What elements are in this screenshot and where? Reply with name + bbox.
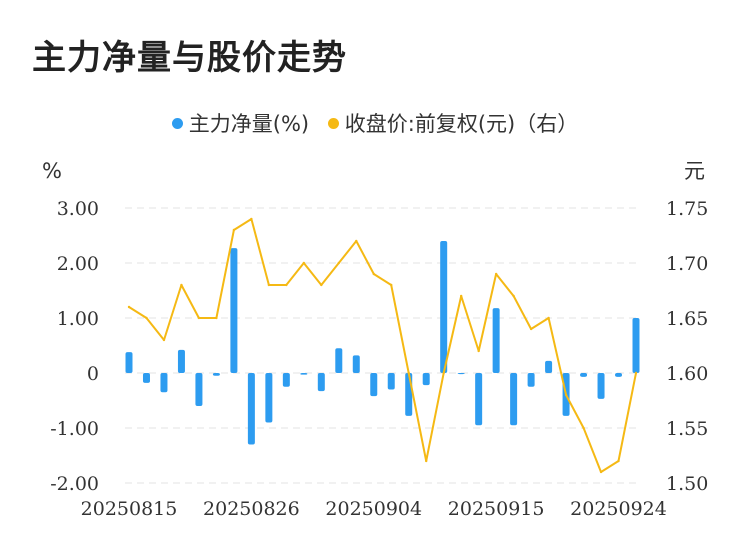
bar [615,373,623,377]
bar-series [125,241,640,445]
bar [457,373,465,375]
bar [142,373,150,383]
line-point [285,283,288,287]
line-point [250,217,253,221]
line-point [634,371,638,375]
right-tick-label: 1.50 [666,473,708,495]
line-point [197,316,201,320]
bar [247,373,255,445]
bar [177,349,185,373]
line-series [127,217,638,474]
grid-lines [125,207,640,484]
bar [317,373,325,392]
chart-legend: 主力净量(%) 收盘价:前复权(元)（右） [0,108,750,138]
bar [230,248,238,373]
bar [510,373,518,426]
bar [597,373,605,399]
legend-dot-icon [171,117,183,129]
bar [160,373,168,393]
x-tick-label: 20250815 [81,498,178,520]
line-point [442,371,445,375]
line-point [599,470,603,474]
bar [352,355,360,373]
left-tick-label: 1.00 [57,308,99,330]
bar [422,373,430,386]
bar [580,373,588,377]
line-point [145,316,148,320]
line-point [407,371,410,375]
bar [335,348,343,373]
line-point [582,426,585,430]
bar [440,241,448,373]
line-point [564,393,568,397]
bar [265,373,273,423]
chart-title: 主力净量与股价走势 [32,38,347,78]
price-line [128,218,637,473]
line-point [617,459,620,463]
bar [632,318,640,373]
bar [387,373,395,390]
bar [195,373,203,406]
line-point [180,283,183,287]
line-point [337,261,340,265]
line-point [494,272,498,276]
line-point [267,283,271,287]
right-tick-label: 1.55 [666,418,708,440]
x-tick-label: 20250826 [203,498,300,520]
bar [405,373,413,416]
line-point [355,239,358,243]
line-point [127,305,131,309]
line-point [372,272,375,276]
right-axis-unit: 元 [684,159,705,183]
bar [370,373,378,397]
x-axis: 20250815 20250826 20250904 20250915 20250924 [81,498,667,520]
left-tick-label: -1.00 [50,418,99,440]
right-axis: 1.50 1.55 1.60 1.65 1.70 1.75 [666,198,708,495]
line-point [425,459,428,463]
line-point [232,228,236,232]
line-point [547,316,550,320]
left-axis-unit: % [42,159,62,183]
bar [475,373,483,426]
right-tick-label: 1.65 [666,308,708,330]
x-tick-label: 20250904 [325,498,422,520]
x-tick-label: 20250924 [570,498,667,520]
bar [545,360,553,373]
line-point [162,338,166,342]
left-tick-label: -2.00 [50,473,99,495]
x-tick-label: 20250915 [448,498,545,520]
legend-item-net-volume[interactable]: 主力净量(%) [171,108,310,138]
right-tick-label: 1.70 [666,253,708,275]
bar [300,373,308,375]
legend-label: 主力净量(%) [188,112,310,136]
bar [282,373,290,387]
left-tick-label: 3.00 [57,198,99,220]
right-tick-label: 1.60 [666,363,708,385]
left-tick-label: 0 [87,363,99,385]
left-axis: -2.00 -1.00 0 1.00 2.00 3.00 [50,198,99,495]
line-point [302,261,306,265]
legend-dot-icon [327,117,339,129]
legend-label: 收盘价:前复权(元)（右） [344,112,579,136]
line-point [512,294,515,298]
line-point [529,327,533,331]
line-point [320,283,323,287]
legend-item-close-price[interactable]: 收盘价:前复权(元)（右） [327,108,579,138]
line-point [459,294,463,298]
bar [125,352,133,373]
line-point [390,283,393,287]
bar [527,373,535,387]
right-tick-label: 1.75 [666,198,708,220]
line-point [215,316,218,320]
bar [212,373,220,376]
left-tick-label: 2.00 [57,253,99,275]
line-point [477,349,480,353]
bar [492,308,500,373]
